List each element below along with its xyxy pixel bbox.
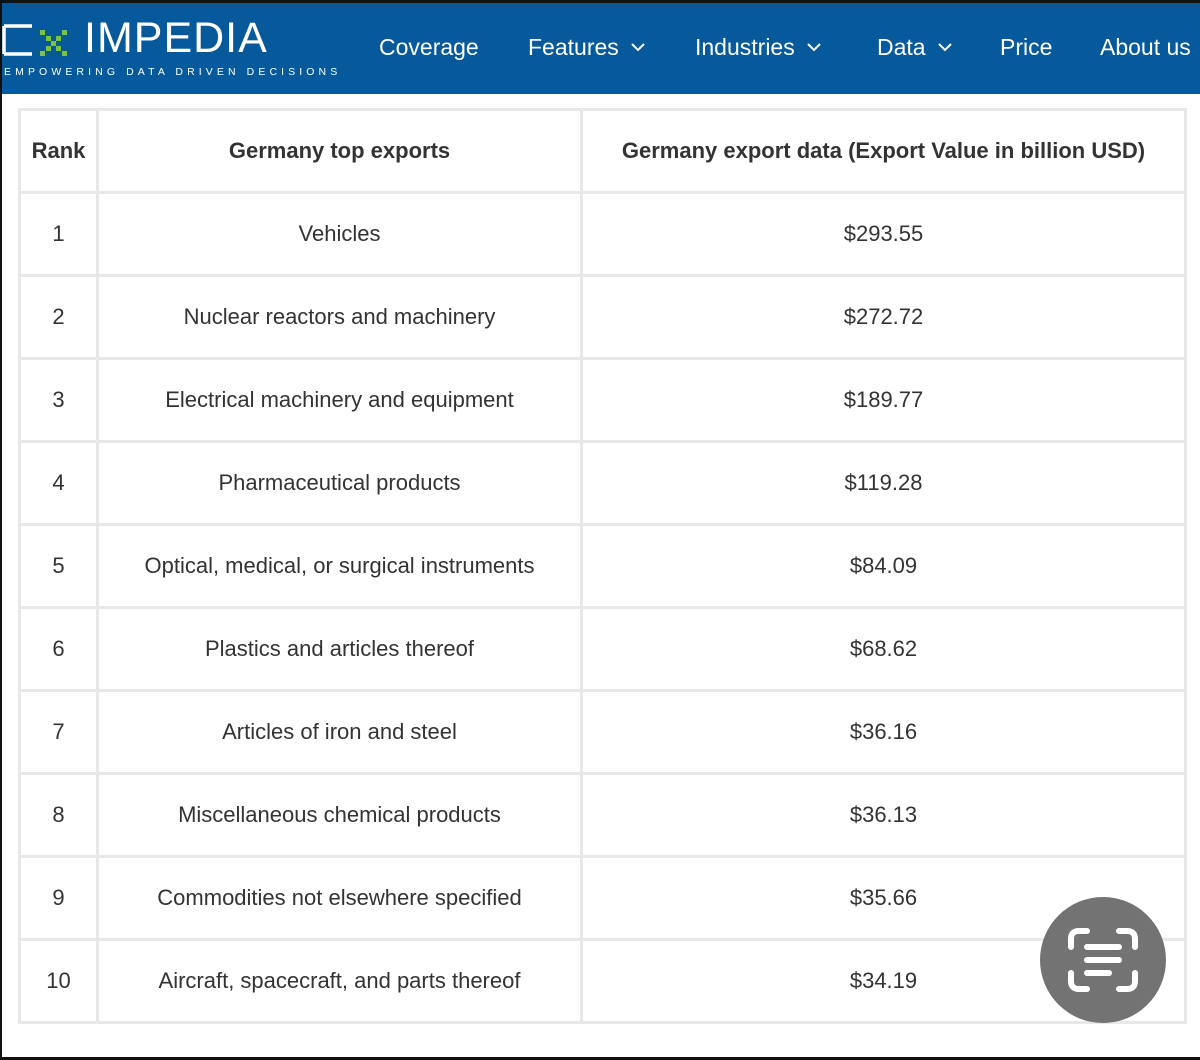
nav-label: Industries xyxy=(695,34,795,60)
cell-value: $119.28 xyxy=(580,440,1187,526)
nav-industries[interactable]: Industries xyxy=(695,32,821,62)
nav-label: About us xyxy=(1100,34,1191,60)
cell-product: Plastics and articles thereof xyxy=(96,606,583,692)
logo-mark-icon xyxy=(2,24,67,56)
screen-frame-bottom xyxy=(0,1057,1200,1060)
logo-wordmark: IMPEDIA xyxy=(84,14,268,62)
cell-value: $36.13 xyxy=(580,772,1187,858)
nav-data[interactable]: Data xyxy=(877,32,952,62)
chevron-down-icon xyxy=(937,43,952,52)
screen-frame-left xyxy=(0,0,2,1060)
cell-product: Commodities not elsewhere specified xyxy=(96,855,583,941)
table-header-row: Rank Germany top exports Germany export … xyxy=(18,108,1187,194)
cell-rank: 6 xyxy=(18,606,99,692)
logo-tagline: EMPOWERING DATA DRIVEN DECISIONS xyxy=(4,66,342,78)
nav-coverage[interactable]: Coverage xyxy=(379,32,479,62)
cell-rank: 10 xyxy=(18,938,99,1024)
nav-label: Price xyxy=(1000,34,1053,60)
cell-product: Articles of iron and steel xyxy=(96,689,583,775)
header-rank: Rank xyxy=(18,108,99,194)
cell-rank: 8 xyxy=(18,772,99,858)
cell-product: Pharmaceutical products xyxy=(96,440,583,526)
table-row: 3 Electrical machinery and equipment $18… xyxy=(18,357,1187,443)
cell-value: $84.09 xyxy=(580,523,1187,609)
cell-product: Aircraft, spacecraft, and parts thereof xyxy=(96,938,583,1024)
table-row: 10 Aircraft, spacecraft, and parts there… xyxy=(18,938,1187,1024)
cell-product: Nuclear reactors and machinery xyxy=(96,274,583,360)
nav-label: Coverage xyxy=(379,34,479,60)
nav-label: Data xyxy=(877,34,926,60)
nav-features[interactable]: Features xyxy=(528,32,645,62)
chevron-down-icon xyxy=(807,43,821,52)
cell-value: $68.62 xyxy=(580,606,1187,692)
germany-exports-table: Rank Germany top exports Germany export … xyxy=(18,108,1187,1024)
header-product: Germany top exports xyxy=(96,108,583,194)
table-row: 6 Plastics and articles thereof $68.62 xyxy=(18,606,1187,692)
header-value: Germany export data (Export Value in bil… xyxy=(580,108,1187,194)
cell-value: $272.72 xyxy=(580,274,1187,360)
cell-rank: 1 xyxy=(18,191,99,277)
cell-rank: 9 xyxy=(18,855,99,941)
cell-product: Vehicles xyxy=(96,191,583,277)
cell-value: $36.16 xyxy=(580,689,1187,775)
cell-value: $293.55 xyxy=(580,191,1187,277)
cell-rank: 3 xyxy=(18,357,99,443)
chevron-down-icon xyxy=(631,43,645,52)
nav-label: Features xyxy=(528,34,619,60)
screen-frame-top xyxy=(0,0,1200,3)
nav-price[interactable]: Price xyxy=(1000,32,1052,62)
cell-rank: 4 xyxy=(18,440,99,526)
cell-product: Electrical machinery and equipment xyxy=(96,357,583,443)
nav-about-us[interactable]: About us xyxy=(1100,32,1191,62)
table-row: 9 Commodities not elsewhere specified $3… xyxy=(18,855,1187,941)
exports-table-container: Rank Germany top exports Germany export … xyxy=(18,108,1200,1060)
cell-value: $189.77 xyxy=(580,357,1187,443)
table-row: 4 Pharmaceutical products $119.28 xyxy=(18,440,1187,526)
table-row: 7 Articles of iron and steel $36.16 xyxy=(18,689,1187,775)
cell-rank: 7 xyxy=(18,689,99,775)
table-row: 2 Nuclear reactors and machinery $272.72 xyxy=(18,274,1187,360)
table-row: 8 Miscellaneous chemical products $36.13 xyxy=(18,772,1187,858)
table-row: 5 Optical, medical, or surgical instrume… xyxy=(18,523,1187,609)
cell-product: Miscellaneous chemical products xyxy=(96,772,583,858)
eximpedia-logo[interactable]: IMPEDIA EMPOWERING DATA DRIVEN DECISIONS xyxy=(2,14,337,88)
cell-rank: 5 xyxy=(18,523,99,609)
text-scan-icon xyxy=(1068,928,1138,992)
live-text-scan-button[interactable] xyxy=(1040,897,1166,1023)
cell-rank: 2 xyxy=(18,274,99,360)
main-nav: Coverage Features Industries Data Price … xyxy=(0,0,1200,94)
table-row: 1 Vehicles $293.55 xyxy=(18,191,1187,277)
cell-product: Optical, medical, or surgical instrument… xyxy=(96,523,583,609)
site-header: IMPEDIA EMPOWERING DATA DRIVEN DECISIONS… xyxy=(0,0,1200,94)
